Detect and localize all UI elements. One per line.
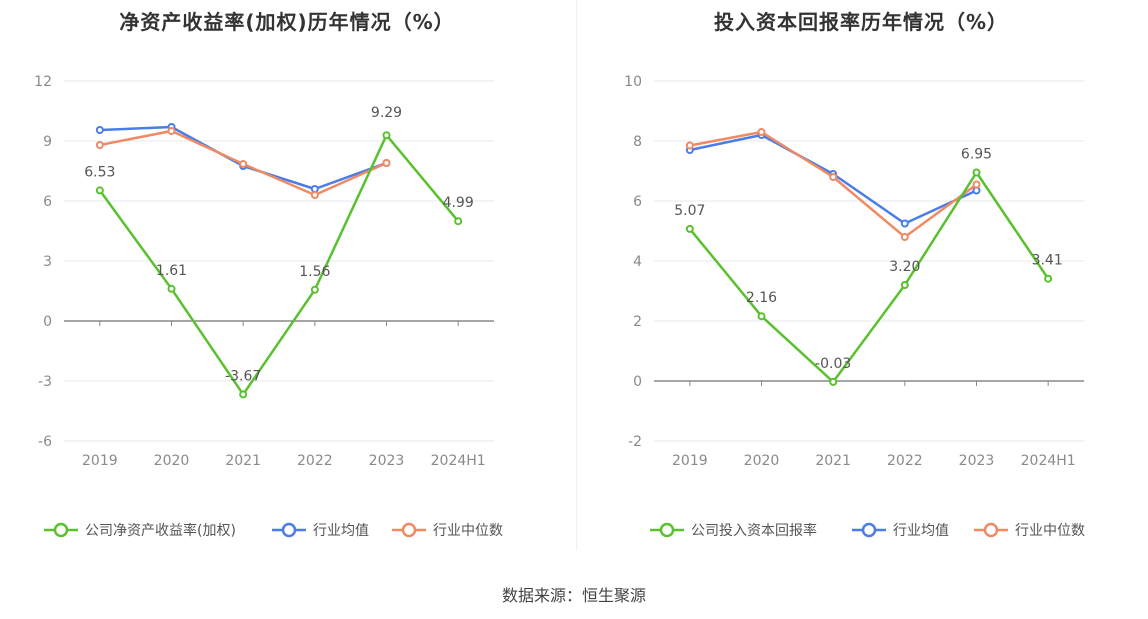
x-tick-label: 2021 <box>225 453 261 469</box>
x-tick-label: 2021 <box>815 453 851 469</box>
legend-item[interactable]: 公司净资产收益率(加权) <box>44 522 236 539</box>
data-point[interactable] <box>900 233 909 241</box>
data-label: 3.41 <box>1032 253 1063 269</box>
y-tick-label: 0 <box>43 314 52 330</box>
y-tick-label: 4 <box>633 254 642 270</box>
data-point[interactable] <box>382 159 391 167</box>
panel-divider <box>576 0 577 550</box>
y-tick-label: 6 <box>633 194 642 210</box>
data-label: 5.07 <box>674 203 705 219</box>
series-line <box>98 133 460 396</box>
legend-label: 行业中位数 <box>1015 523 1085 539</box>
x-tick-label: 2023 <box>369 453 405 469</box>
series-line <box>688 171 1050 384</box>
data-label: 4.99 <box>443 195 474 211</box>
legend-label: 行业中位数 <box>433 523 503 539</box>
y-tick-label: -3 <box>38 374 52 390</box>
data-label: -0.03 <box>815 356 851 372</box>
y-tick-label: 10 <box>624 74 642 90</box>
data-source: 数据来源：恒生聚源 <box>501 586 646 605</box>
data-point[interactable] <box>95 186 104 195</box>
legend-label: 行业均值 <box>313 523 369 539</box>
data-point[interactable] <box>757 312 766 321</box>
data-point[interactable] <box>310 191 319 199</box>
x-tick-label: 2019 <box>672 453 708 469</box>
legend-item[interactable]: 公司投入资本回报率 <box>650 522 817 539</box>
roe-chart-title: 净资产收益率(加权)历年情况（%） <box>119 10 455 34</box>
y-tick-label: -2 <box>628 434 642 450</box>
data-label: 6.95 <box>961 147 992 163</box>
data-label: 2.16 <box>746 290 777 306</box>
data-point[interactable] <box>310 285 319 294</box>
legend-item[interactable]: 行业中位数 <box>392 522 503 539</box>
data-point[interactable] <box>95 126 104 134</box>
y-tick-label: 8 <box>633 134 642 150</box>
x-tick-label: 2024H1 <box>1021 453 1076 469</box>
roic-chart-title: 投入资本回报率历年情况（%） <box>713 10 1009 34</box>
data-label: 9.29 <box>371 105 402 121</box>
y-tick-label: 6 <box>43 194 52 210</box>
legend-marker <box>401 522 417 538</box>
data-point[interactable] <box>239 390 248 399</box>
x-tick-label: 2020 <box>744 453 780 469</box>
x-tick-label: 2019 <box>82 453 118 469</box>
legend-marker <box>983 522 999 538</box>
data-point[interactable] <box>454 217 463 226</box>
data-point[interactable] <box>167 284 176 293</box>
legend-marker <box>281 522 297 538</box>
x-tick-label: 2023 <box>959 453 995 469</box>
y-tick-label: -6 <box>38 434 52 450</box>
series-line <box>689 130 978 239</box>
y-tick-label: 9 <box>43 134 52 150</box>
data-point[interactable] <box>685 224 694 233</box>
data-point[interactable] <box>239 160 248 168</box>
data-point[interactable] <box>829 377 838 386</box>
data-point[interactable] <box>382 131 391 140</box>
legend-label: 公司净资产收益率(加权) <box>85 522 236 539</box>
data-point[interactable] <box>972 180 981 189</box>
data-point[interactable] <box>757 128 766 136</box>
data-point[interactable] <box>900 219 909 228</box>
roic-chart-svg: 10 8 6 4 2 0 -2 2019 2020 2021 2022 2023 2024H1 5.07 2… <box>624 74 1085 539</box>
data-label: 1.61 <box>156 263 187 279</box>
data-label: -3.67 <box>225 368 261 384</box>
y-tick-label: 0 <box>633 374 642 390</box>
y-tick-label: 12 <box>34 74 52 90</box>
data-point[interactable] <box>95 141 104 149</box>
x-tick-label: 2024H1 <box>431 453 486 469</box>
legend-item[interactable]: 行业均值 <box>272 522 369 539</box>
x-tick-label: 2022 <box>887 453 923 469</box>
y-tick-label: 3 <box>43 254 52 270</box>
data-point[interactable] <box>685 141 694 150</box>
data-label: 3.20 <box>889 259 920 275</box>
x-tick-label: 2020 <box>154 453 190 469</box>
legend-label: 公司投入资本回报率 <box>691 522 817 539</box>
roe-chart-svg: 12 9 6 3 0 -3 -6 2019 2020 2021 2022 2023 2024H1 6.53… <box>34 74 503 539</box>
x-tick-label: 2022 <box>297 453 333 469</box>
roe-chart-panel: 净资产收益率(加权)历年情况（%） 12 9 6 3 0 -3 -6 2019 2020 2021… <box>0 0 574 560</box>
data-label: 1.56 <box>299 264 330 280</box>
roic-chart-panel: 投入资本回报率历年情况（%） 10 8 6 4 2 0 -2 2019 2020 2021 2022… <box>574 0 1148 560</box>
legend-item[interactable]: 行业均值 <box>852 522 949 539</box>
y-tick-label: 2 <box>633 314 642 330</box>
legend-label: 行业均值 <box>893 523 949 539</box>
data-point[interactable] <box>972 168 981 177</box>
data-point[interactable] <box>829 173 838 181</box>
data-point[interactable] <box>1044 274 1053 283</box>
data-label: 6.53 <box>84 164 115 180</box>
legend-marker <box>659 522 675 538</box>
legend-marker <box>861 522 877 538</box>
data-point[interactable] <box>900 281 909 289</box>
legend-marker <box>53 522 69 538</box>
legend-item[interactable]: 行业中位数 <box>974 522 1085 539</box>
data-point[interactable] <box>167 127 176 135</box>
